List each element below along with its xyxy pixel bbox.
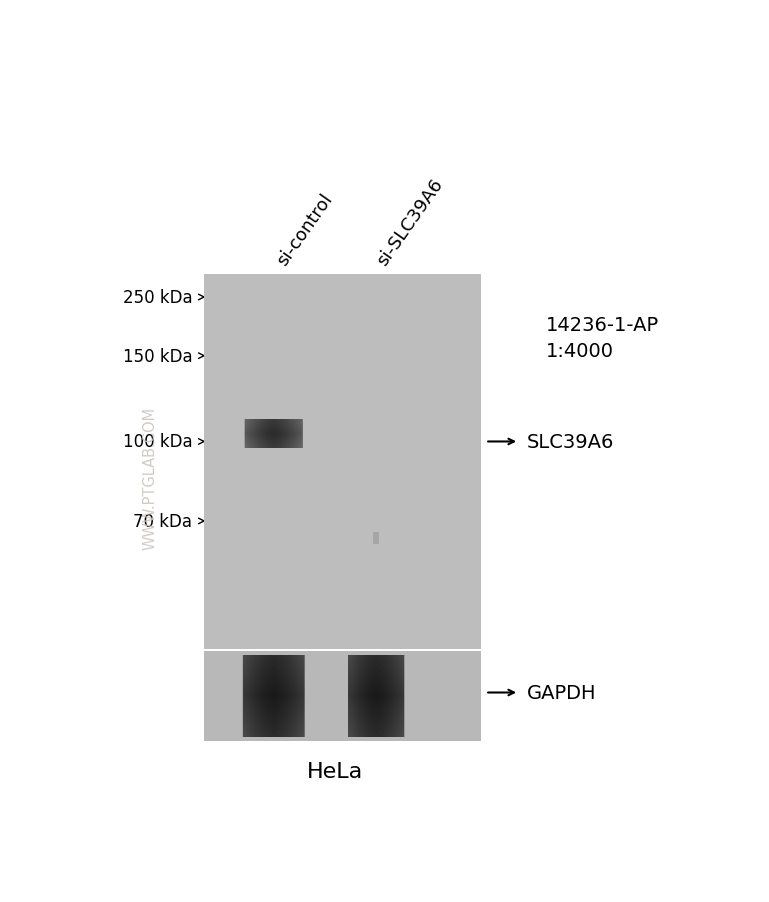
Text: HeLa: HeLa — [306, 761, 363, 781]
Text: GAPDH: GAPDH — [527, 683, 596, 703]
Text: WWW.PTGLAB.COM: WWW.PTGLAB.COM — [142, 407, 158, 549]
Text: 100 kDa: 100 kDa — [122, 433, 192, 451]
Text: si-control: si-control — [274, 190, 336, 269]
Text: 150 kDa: 150 kDa — [122, 347, 192, 365]
Text: 14236-1-AP
1:4000: 14236-1-AP 1:4000 — [546, 316, 659, 361]
Text: SLC39A6: SLC39A6 — [527, 432, 614, 452]
Text: si-SLC39A6: si-SLC39A6 — [374, 175, 447, 269]
Text: 250 kDa: 250 kDa — [122, 289, 192, 307]
Text: 70 kDa: 70 kDa — [133, 512, 192, 530]
